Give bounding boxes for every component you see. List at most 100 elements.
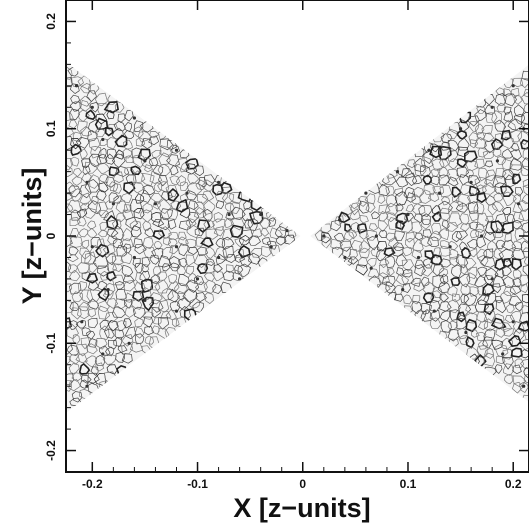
- data-point: [269, 245, 273, 249]
- voronoi-cell: [158, 316, 170, 330]
- voronoi-cell: [459, 174, 470, 186]
- voronoi-cell: [484, 112, 498, 123]
- voronoi-cell: [235, 253, 246, 263]
- voronoi-cell: [460, 223, 470, 232]
- voronoi-cell: [465, 168, 474, 178]
- data-point: [90, 105, 94, 109]
- voronoi-cell: [168, 262, 180, 272]
- voronoi-cell: [84, 161, 98, 174]
- voronoi-cell: [486, 240, 497, 253]
- voronoi-cell: [169, 175, 181, 186]
- voronoi-cell: [495, 299, 507, 314]
- voronoi-cell: [445, 221, 459, 232]
- voronoi-cell: [105, 176, 116, 188]
- voronoi-cell: [386, 194, 398, 208]
- voronoi-cell: [188, 272, 199, 284]
- voronoi-cell: [483, 328, 496, 341]
- voronoi-cell: [87, 298, 100, 310]
- data-point: [238, 277, 242, 281]
- voronoi-cell: [351, 239, 363, 252]
- voronoi-cell: [221, 236, 235, 251]
- voronoi-cell: [83, 207, 97, 219]
- voronoi-cell: [427, 191, 440, 203]
- voronoi-cell: [482, 283, 495, 296]
- voronoi-cell: [97, 305, 111, 320]
- voronoi-cell: [469, 229, 480, 239]
- voronoi-cell: [378, 264, 390, 280]
- data-point: [90, 245, 94, 249]
- voronoi-cell: [502, 168, 516, 181]
- voronoi-cell: [133, 126, 144, 138]
- voronoi-cell: [167, 281, 180, 293]
- voronoi-cell: [90, 236, 103, 249]
- voronoi-cell: [112, 306, 126, 318]
- voronoi-cell: [213, 211, 223, 223]
- voronoi-cell: [491, 339, 504, 350]
- voronoi-cell: [524, 330, 529, 340]
- voronoi-cell: [460, 246, 472, 259]
- voronoi-cell: [495, 167, 507, 179]
- wedge-left-wedge: [66, 62, 301, 414]
- voronoi-cell: [382, 275, 396, 288]
- voronoi-cell: [490, 220, 506, 234]
- voronoi-cell: [422, 281, 435, 295]
- voronoi-cell: [154, 279, 169, 294]
- voronoi-cell: [468, 248, 478, 258]
- voronoi-cell: [492, 147, 502, 157]
- voronoi-cell: [483, 303, 495, 316]
- voronoi-cell: [414, 163, 427, 177]
- voronoi-cell: [115, 200, 129, 214]
- voronoi-cell: [239, 229, 254, 242]
- voronoi-cell: [511, 381, 524, 394]
- voronoi-cell: [348, 229, 358, 240]
- voronoi-cell: [467, 115, 480, 127]
- voronoi-cell: [105, 199, 114, 210]
- voronoi-cell: [411, 295, 421, 305]
- voronoi-cell: [456, 130, 468, 140]
- voronoi-cell: [423, 149, 434, 165]
- voronoi-cell: [85, 272, 99, 284]
- voronoi-cell: [133, 120, 144, 133]
- voronoi-cell: [501, 148, 514, 159]
- voronoi-cell: [439, 293, 449, 303]
- voronoi-cell: [344, 230, 355, 241]
- voronoi-cell: [152, 164, 164, 176]
- voronoi-cell: [402, 283, 411, 294]
- voronoi-cell: [66, 66, 73, 80]
- voronoi-cell: [104, 127, 115, 137]
- voronoi-cell: [411, 221, 423, 234]
- voronoi-cell: [414, 264, 426, 277]
- voronoi-cell: [513, 114, 525, 125]
- voronoi-cell: [82, 165, 91, 176]
- voronoi-cell: [116, 244, 128, 257]
- voronoi-cell: [232, 249, 244, 259]
- voronoi-cell: [137, 131, 152, 143]
- voronoi-cell: [431, 222, 442, 236]
- voronoi-cell: [512, 202, 524, 214]
- voronoi-cell: [215, 200, 225, 210]
- voronoi-cell: [475, 224, 485, 233]
- voronoi-cell: [378, 229, 388, 238]
- voronoi-cell: [504, 232, 512, 243]
- voronoi-cell: [112, 263, 123, 273]
- voronoi-cell: [385, 281, 396, 294]
- voronoi-cell: [78, 183, 92, 199]
- voronoi-cell: [176, 297, 192, 311]
- voronoi-cell: [111, 219, 122, 230]
- voronoi-cell: [149, 299, 164, 313]
- voronoi-cell: [368, 223, 379, 231]
- voronoi-cell: [71, 291, 83, 303]
- data-point: [438, 191, 442, 195]
- voronoi-cell: [371, 211, 381, 220]
- voronoi-cell: [521, 70, 529, 81]
- voronoi-cell: [446, 299, 461, 314]
- voronoi-cell: [71, 188, 82, 202]
- voronoi-cell: [237, 244, 251, 259]
- voronoi-cell: [149, 131, 160, 139]
- voronoi-cell: [521, 92, 529, 105]
- voronoi-cell: [193, 254, 210, 268]
- voronoi-cell: [466, 346, 480, 360]
- data-point: [111, 202, 115, 206]
- voronoi-cell: [95, 362, 105, 372]
- voronoi-cell: [504, 174, 516, 187]
